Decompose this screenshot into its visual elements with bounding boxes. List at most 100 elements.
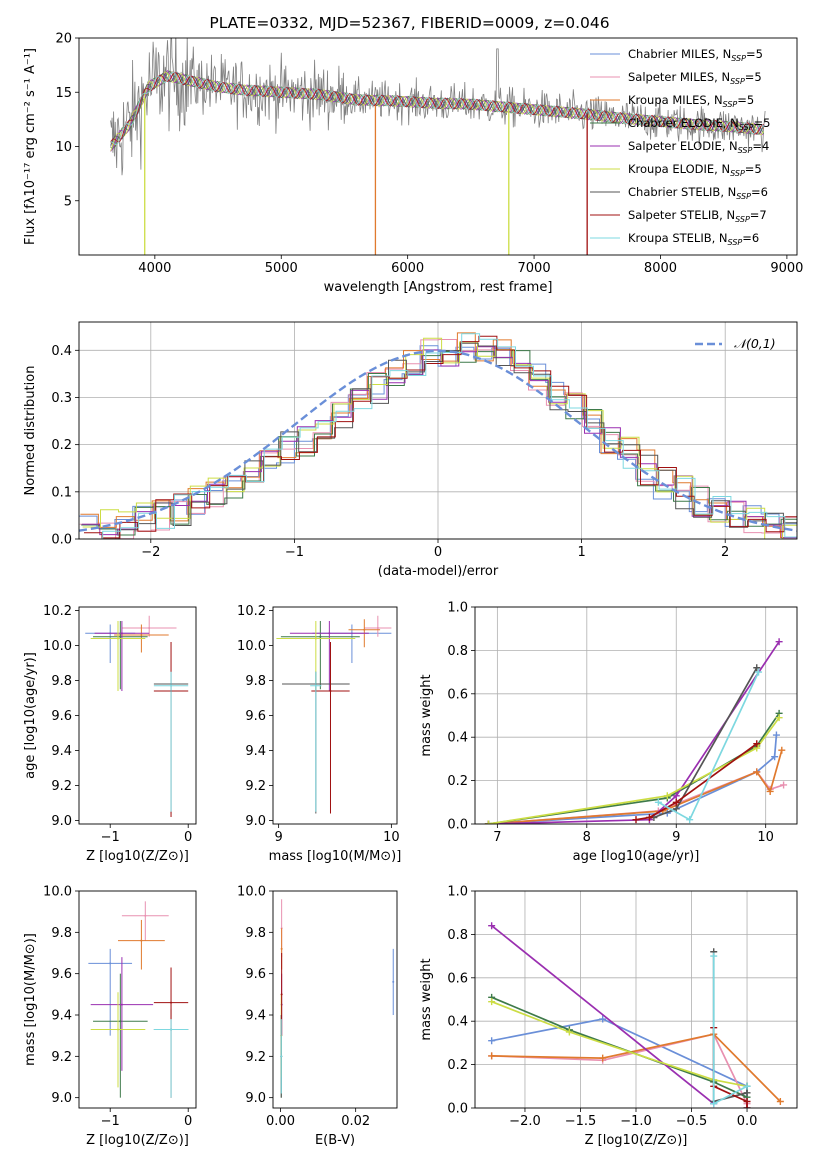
series-line [488, 712, 780, 824]
plus-marker [632, 816, 640, 824]
panel-mass_vs_Z: −1 0 9.0 9.2 9.4 9.6 9.8 10.0 Z [log10(Z/Z⊙)] mas… [23, 885, 197, 1148]
axes-frame [78, 606, 197, 825]
y-tick-label: 0.0 [51, 533, 72, 548]
y-axis-label: mass weight [419, 674, 434, 756]
plus-marker [672, 798, 680, 806]
y-tick-label: 10.0 [43, 639, 72, 654]
legend-entry: Salpeter ELODIE, NSSP=4 [628, 139, 769, 155]
y-tick-label: 0.0 [447, 818, 468, 833]
y-tick-label: 9.4 [51, 744, 72, 759]
legend-entry: Chabrier ELODIE, NSSP=5 [628, 116, 770, 132]
y-tick-label: 9.0 [51, 1091, 72, 1106]
x-tick-label: 5000 [265, 261, 298, 276]
x-tick-label: 7000 [518, 261, 551, 276]
plus-marker [743, 1082, 751, 1090]
y-tick-label: 9.2 [245, 1050, 266, 1065]
plus-marker [775, 638, 783, 646]
x-tick-label: −2 [141, 545, 160, 560]
y-tick-label: 9.4 [51, 1009, 72, 1024]
plus-marker [776, 1097, 784, 1105]
y-tick-label: 0.4 [447, 1015, 468, 1030]
series-line [488, 717, 780, 824]
x-axis-label: wavelength [Angstrom, rest frame] [324, 280, 553, 295]
plus-marker [753, 740, 761, 748]
plus-marker [565, 1028, 573, 1036]
y-tick-label: 1.0 [447, 601, 468, 616]
plus-marker [755, 668, 763, 676]
y-axis-label: mass [log10(M/M⊙)] [23, 933, 38, 1066]
x-tick-label: −1 [285, 545, 304, 560]
plus-marker [654, 798, 662, 806]
residual-histogram [83, 342, 797, 539]
x-tick-label: 1 [577, 545, 585, 560]
plot-area [276, 615, 392, 814]
y-tick-label: 10.0 [237, 885, 266, 900]
plus-marker [488, 1037, 496, 1045]
residual-histogram [84, 333, 797, 539]
y-tick-label: 0.2 [51, 438, 72, 453]
data-point [120, 632, 123, 635]
y-tick-label: 0.2 [447, 774, 468, 789]
y-tick-label: 9.4 [245, 744, 266, 759]
y-tick-label: 9.4 [245, 1009, 266, 1024]
y-tick-label: 10.2 [237, 604, 266, 619]
series-line [491, 1033, 781, 1103]
x-tick-label: 9 [672, 830, 680, 845]
y-tick-label: 9.2 [51, 1050, 72, 1065]
y-tick-label: 9.2 [51, 779, 72, 794]
residual-histogram [81, 346, 797, 539]
y-tick-label: 9.8 [245, 926, 266, 941]
panel-weight_vs_Z: −2.0 −1.5 −1.0 −0.5 0.0 0.0 0.2 0.4 0.6 0.8 1.0 Z [… [419, 885, 798, 1148]
y-tick-label: 10.2 [43, 604, 72, 619]
plus-marker [780, 781, 788, 789]
series-line [491, 1000, 748, 1088]
x-tick-label: −1.5 [565, 1114, 597, 1129]
y-tick-label: 9.0 [245, 814, 266, 829]
data-point [319, 635, 322, 638]
x-tick-label: 2 [721, 545, 729, 560]
axes-frame [272, 606, 398, 825]
x-axis-label: (data-model)/error [378, 564, 499, 579]
legend: Chabrier MILES, NSSP=5 Salpeter MILES, NS… [590, 47, 770, 247]
series-line [491, 996, 748, 1098]
spectrum-model-line [110, 72, 764, 143]
y-tick-label: 0.2 [447, 1058, 468, 1073]
x-axis-label: age [log10(age/yr)] [573, 849, 700, 864]
data-point [392, 980, 395, 983]
axes-frame [78, 321, 798, 540]
y-tick-label: 0.0 [447, 1102, 468, 1117]
data-point [117, 1028, 119, 1031]
y-tick-label: 0.4 [447, 731, 468, 746]
data-point [148, 627, 151, 629]
y-axis-label: age [log10(age/yr)] [23, 652, 38, 779]
y-tick-label: 0.6 [447, 687, 468, 702]
plot-area [85, 615, 189, 817]
plus-marker [743, 1104, 751, 1108]
plus-marker [484, 820, 492, 824]
legend-entry: Kroupa ELODIE, NSSP=5 [628, 162, 762, 178]
plot-area [88, 901, 189, 1098]
plus-marker [753, 768, 761, 776]
plot-area [488, 922, 784, 1108]
data-point [280, 947, 283, 950]
series-line [488, 734, 778, 824]
plus-marker [710, 1100, 718, 1108]
plus-marker [488, 922, 496, 930]
y-tick-label: 5 [64, 194, 72, 209]
series-line [488, 641, 780, 824]
plot-area [79, 332, 797, 539]
data-point [170, 684, 173, 687]
data-point [280, 993, 283, 996]
data-point [314, 684, 317, 687]
axes-frame [474, 890, 798, 1109]
data-point [329, 690, 332, 692]
plus-marker [772, 731, 780, 739]
plot-area [280, 899, 395, 1098]
y-tick-label: 9.8 [245, 674, 266, 689]
y-tick-label: 0.1 [51, 485, 72, 500]
x-tick-label: −0.5 [676, 1114, 708, 1129]
axes-frame [272, 890, 398, 1109]
plus-marker [488, 998, 496, 1006]
x-axis-label: Z [log10(Z/Z⊙)] [86, 849, 189, 864]
y-tick-label: 0.3 [51, 391, 72, 406]
